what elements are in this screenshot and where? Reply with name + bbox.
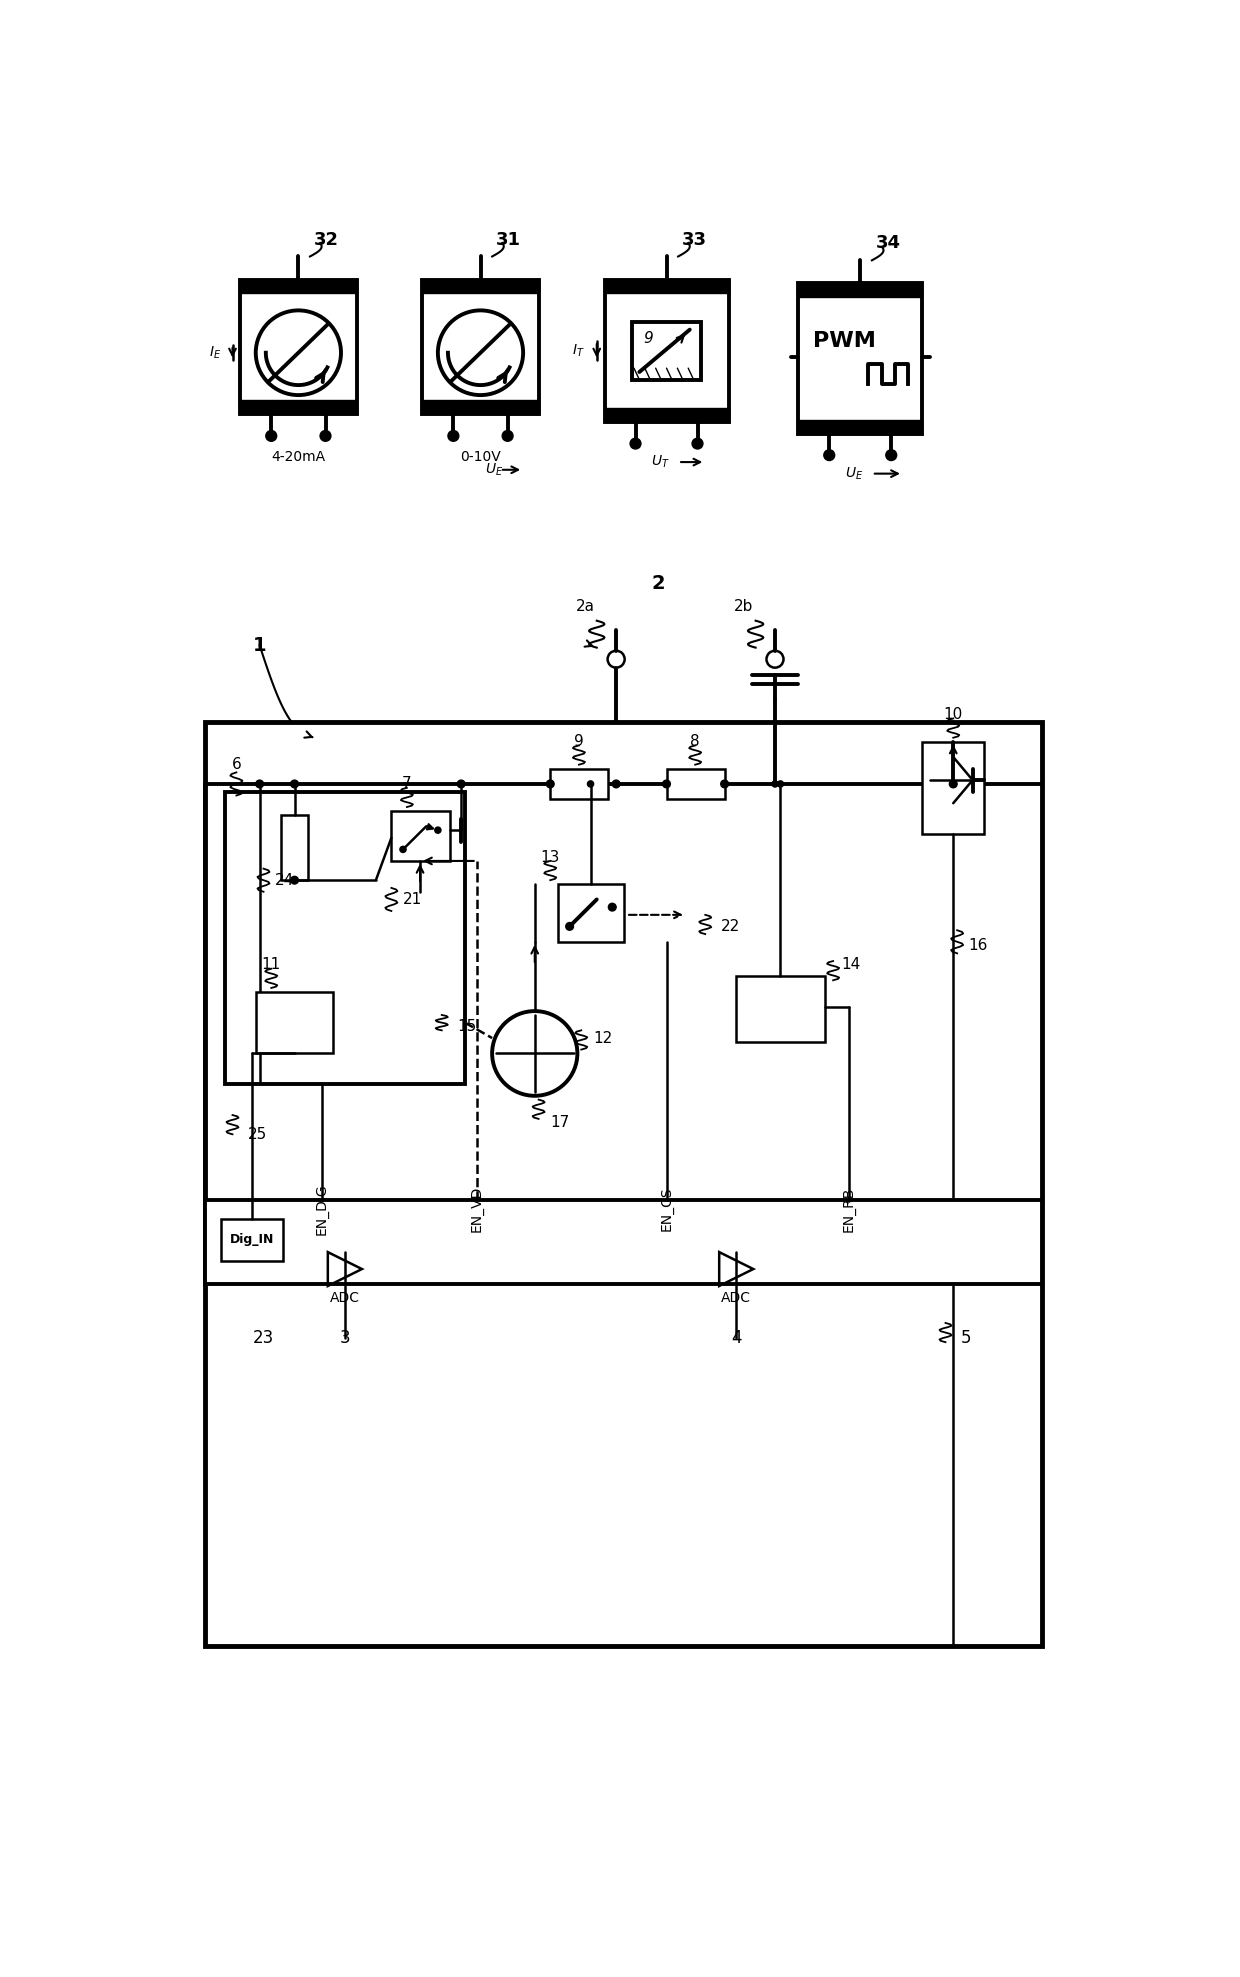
Circle shape bbox=[777, 781, 784, 787]
Circle shape bbox=[630, 439, 641, 449]
Bar bbox=[605, 279, 729, 293]
Bar bbox=[605, 407, 729, 421]
Text: 24: 24 bbox=[275, 872, 294, 888]
Text: 14: 14 bbox=[841, 957, 861, 973]
Circle shape bbox=[320, 431, 331, 441]
Text: 31: 31 bbox=[496, 231, 521, 249]
Text: 4-20mA: 4-20mA bbox=[272, 449, 325, 465]
Bar bbox=[206, 1200, 1043, 1285]
Circle shape bbox=[290, 781, 299, 787]
Bar bbox=[280, 815, 309, 880]
Text: 2: 2 bbox=[652, 573, 666, 593]
Circle shape bbox=[399, 846, 407, 852]
Text: 23: 23 bbox=[253, 1329, 274, 1348]
Circle shape bbox=[255, 781, 263, 787]
Circle shape bbox=[823, 449, 835, 461]
Bar bbox=[631, 322, 702, 380]
Circle shape bbox=[885, 449, 897, 461]
Circle shape bbox=[435, 826, 441, 832]
Bar bbox=[224, 791, 465, 1083]
Bar bbox=[423, 279, 538, 293]
Text: 9: 9 bbox=[574, 733, 584, 749]
Bar bbox=[923, 741, 985, 834]
Text: 6: 6 bbox=[232, 757, 242, 773]
Text: EN_RB: EN_RB bbox=[842, 1186, 856, 1232]
Text: 22: 22 bbox=[720, 919, 740, 933]
Circle shape bbox=[588, 781, 594, 787]
Circle shape bbox=[771, 781, 779, 787]
Bar bbox=[551, 769, 609, 799]
Bar bbox=[799, 283, 923, 433]
Bar bbox=[558, 884, 624, 941]
Bar bbox=[392, 811, 449, 860]
Text: EN_CS: EN_CS bbox=[660, 1186, 673, 1232]
Bar bbox=[241, 401, 357, 415]
Bar bbox=[221, 1220, 283, 1261]
Circle shape bbox=[547, 781, 554, 787]
Circle shape bbox=[720, 781, 729, 787]
Bar bbox=[241, 279, 357, 415]
Circle shape bbox=[692, 439, 703, 449]
Text: 4: 4 bbox=[732, 1329, 742, 1348]
Text: 2b: 2b bbox=[734, 599, 754, 615]
Text: 25: 25 bbox=[248, 1127, 268, 1143]
Text: 11: 11 bbox=[262, 957, 281, 973]
Text: $U_E$: $U_E$ bbox=[844, 465, 863, 482]
Circle shape bbox=[458, 781, 465, 787]
Text: EN_DIG: EN_DIG bbox=[315, 1182, 329, 1236]
Text: 34: 34 bbox=[875, 235, 900, 253]
Circle shape bbox=[448, 431, 459, 441]
Text: 3: 3 bbox=[340, 1329, 350, 1348]
Circle shape bbox=[565, 923, 573, 931]
Circle shape bbox=[502, 431, 513, 441]
Text: 15: 15 bbox=[458, 1018, 476, 1034]
Bar bbox=[737, 977, 826, 1042]
Text: $U_E$: $U_E$ bbox=[485, 461, 503, 478]
Circle shape bbox=[265, 431, 277, 441]
Circle shape bbox=[290, 876, 299, 884]
Text: 12: 12 bbox=[593, 1030, 613, 1046]
Bar bbox=[605, 279, 729, 421]
Text: ADC: ADC bbox=[722, 1291, 751, 1305]
Bar bbox=[799, 283, 923, 297]
Text: 21: 21 bbox=[403, 892, 423, 907]
Circle shape bbox=[613, 781, 620, 787]
Text: $I_T$: $I_T$ bbox=[573, 342, 585, 358]
Text: 13: 13 bbox=[541, 850, 560, 864]
Text: 5: 5 bbox=[961, 1329, 971, 1348]
Text: PWM: PWM bbox=[813, 332, 877, 352]
Bar bbox=[255, 992, 334, 1054]
Text: 1: 1 bbox=[253, 637, 267, 654]
Text: 32: 32 bbox=[314, 231, 339, 249]
Text: 2a: 2a bbox=[575, 599, 595, 615]
Text: Dig_IN: Dig_IN bbox=[229, 1234, 274, 1246]
Circle shape bbox=[662, 781, 671, 787]
Bar bbox=[799, 419, 923, 433]
Text: 8: 8 bbox=[691, 733, 701, 749]
Bar bbox=[423, 401, 538, 415]
Text: 33: 33 bbox=[682, 231, 707, 249]
Text: 16: 16 bbox=[968, 939, 988, 953]
Text: EN_VD: EN_VD bbox=[470, 1186, 484, 1232]
Text: 17: 17 bbox=[551, 1115, 569, 1131]
Text: $U_T$: $U_T$ bbox=[651, 455, 670, 471]
Text: 9: 9 bbox=[644, 332, 653, 346]
Bar bbox=[241, 279, 357, 293]
Circle shape bbox=[950, 781, 957, 787]
Text: $I_E$: $I_E$ bbox=[208, 344, 221, 362]
Text: 10: 10 bbox=[944, 708, 963, 722]
Circle shape bbox=[609, 903, 616, 911]
Bar bbox=[206, 722, 1043, 1647]
Text: ADC: ADC bbox=[330, 1291, 360, 1305]
Text: 7: 7 bbox=[402, 777, 412, 791]
Bar bbox=[423, 279, 538, 415]
Text: 0-10V: 0-10V bbox=[460, 449, 501, 465]
Bar bbox=[667, 769, 724, 799]
